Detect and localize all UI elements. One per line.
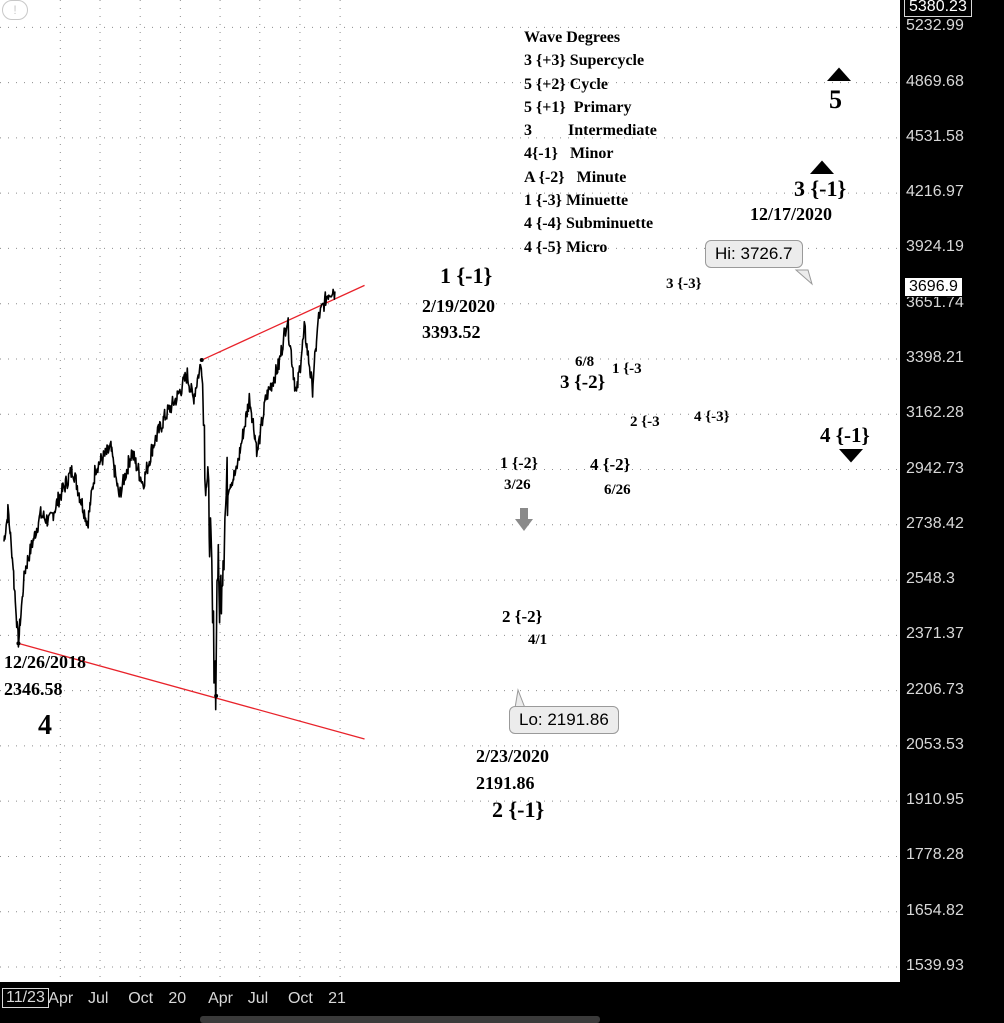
y-tick-label: 3924.19: [906, 238, 964, 256]
pivot-point: [199, 358, 204, 363]
x-tick-label: Oct: [287, 990, 313, 1007]
high-bubble: Hi: 3726.7: [705, 240, 803, 268]
pivot-point: [214, 693, 219, 698]
minuette3-label: 3 {-3}: [666, 276, 702, 292]
y-tick-label: 2206.73: [906, 680, 964, 698]
y-tick-label: 4216.97: [906, 183, 964, 201]
wave3-label: 3 {-1}: [794, 176, 847, 201]
high-bubble-pointer: [794, 269, 813, 286]
legend-row: 5 {+1} Primary: [524, 98, 632, 116]
wave1-label: 1 {-1}: [440, 263, 493, 288]
x-tick-label: Apr: [208, 990, 233, 1007]
minute1-label: 1 {-2}: [500, 455, 538, 472]
y-tick-label: 1910.95: [906, 791, 964, 809]
minute2-date: 4/1: [528, 632, 548, 648]
wave1-price: 3393.52: [422, 322, 481, 342]
minute1-date: 3/26: [504, 477, 531, 493]
wave3-date: 12/17/2020: [750, 204, 833, 224]
wave5-label: 5: [829, 85, 842, 114]
minute4-date: 6/26: [604, 482, 631, 498]
legend-row: 1 {-3} Minuette: [524, 192, 629, 210]
price-axis[interactable]: 5380.23 5232.99 4869.68 4531.58 4216.97 3924…: [900, 0, 1004, 982]
current-price-label: 3696.9: [904, 277, 963, 297]
trendline: [201, 284, 365, 361]
x-tick-label: 20: [168, 990, 187, 1007]
price-series: [3, 288, 336, 711]
legend-row: 4 {-4} Subminuette: [524, 215, 654, 233]
x-tick-label: 21: [328, 990, 346, 1007]
pivot-point: [16, 641, 21, 646]
y-tick-label: 1778.28: [906, 846, 964, 864]
legend-row: 3 Intermediate: [524, 122, 657, 140]
minute2-label: 2 {-2}: [502, 607, 543, 626]
legend-row: A {-2} Minute: [524, 168, 627, 186]
low-bubble: Lo: 2191.86: [509, 706, 619, 734]
minuette2-label: 2 {-3: [630, 414, 660, 430]
wave2-price: 2191.86: [476, 773, 535, 793]
minute4-label: 4 {-2}: [590, 455, 631, 474]
legend-title: Wave Degrees: [524, 29, 621, 46]
wave-degrees-legend: Wave Degrees 3 {+3} Supercycle 5 {+2} Cy…: [524, 26, 657, 259]
x-tick-label: Apr: [48, 990, 74, 1007]
y-tick-label: 4531.58: [906, 127, 964, 145]
grid: [0, 0, 900, 982]
down-arrow-icon: [515, 508, 533, 531]
x-tick-label: Jul: [247, 990, 269, 1007]
y-tick-label: 2738.42: [906, 514, 964, 532]
wave4-label: 4: [38, 710, 52, 741]
x-tick-label: Oct: [128, 990, 154, 1007]
legend-row: 4 {-5} Micro: [524, 238, 608, 256]
wave4-down-triangle: [839, 449, 863, 463]
y-tick-label: 1654.82: [906, 901, 964, 919]
minute3-label: 3 {-2}: [560, 372, 606, 393]
price-plot[interactable]: [0, 0, 900, 982]
y-tick-label: 1539.93: [906, 957, 964, 974]
wave4-date: 12/26/2018: [4, 652, 87, 672]
y-tick-label: 3651.74: [906, 293, 964, 311]
minute3-date: 6/8: [575, 354, 595, 370]
y-tick-label: 2548.3: [906, 570, 955, 588]
annotation-marks: [16, 67, 863, 709]
y-tick-label: 2942.73: [906, 459, 964, 477]
y-tick-label: 3398.21: [906, 348, 964, 366]
wave2-date: 2/23/2020: [476, 746, 550, 766]
info-icon[interactable]: !: [2, 0, 28, 20]
minuette1-label: 1 {-3: [612, 361, 642, 377]
wave2-label: 2 {-1}: [492, 797, 545, 822]
minuette4-label: 4 {-3}: [694, 409, 730, 425]
chart-area[interactable]: ! Wave Degrees 3 {+3} Supercycle 5 {+2} …: [0, 0, 900, 982]
wave1-date: 2/19/2020: [422, 296, 496, 316]
price-line: [3, 288, 336, 711]
x-tick-label: Jul: [88, 990, 109, 1007]
trendlines: [18, 284, 365, 740]
legend-row: 5 {+2} Cycle: [524, 75, 608, 93]
y-tick-label: 2371.37: [906, 625, 964, 643]
y-tick-label: 4869.68: [906, 72, 964, 90]
wave4-price: 2346.58: [4, 679, 63, 699]
scrollbar[interactable]: [200, 1016, 600, 1023]
axis-top-value: 5380.23: [904, 0, 972, 17]
legend-row: 4{-1} Minor: [524, 145, 614, 163]
wave3-up-triangle: [810, 160, 834, 174]
wave5-up-triangle: [827, 67, 851, 81]
y-tick-label: 2053.53: [906, 735, 964, 753]
y-tick-label: 5232.99: [906, 17, 964, 35]
legend-row: 3 {+3} Supercycle: [524, 52, 645, 70]
trendline: [18, 642, 365, 740]
y-tick-label: 3162.28: [906, 404, 964, 422]
wave4-minor-label: 4 {-1}: [820, 423, 870, 447]
x-tick-label: 11/23: [2, 988, 49, 1008]
